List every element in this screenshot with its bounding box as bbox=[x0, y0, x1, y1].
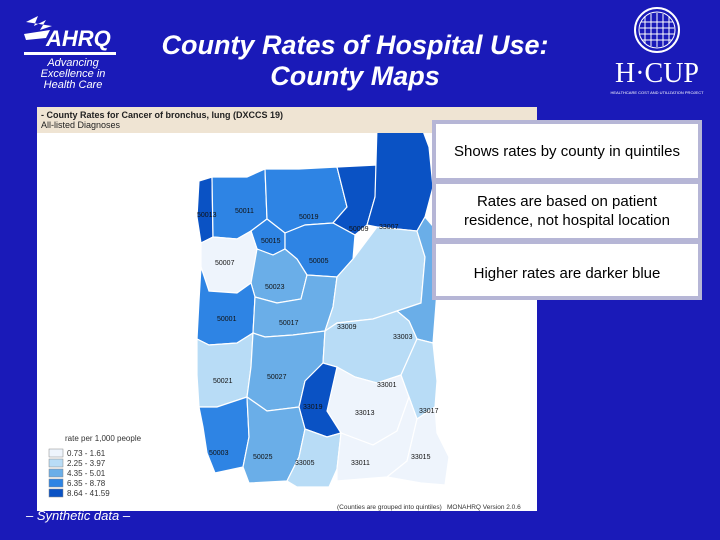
county-label-50001: 50001 bbox=[217, 316, 237, 323]
county-label-50019: 50019 bbox=[299, 214, 319, 221]
hcup-logo: H·CUP HEALTHCARE COST AND UTILIZATION PR… bbox=[598, 4, 716, 100]
county-label-50003: 50003 bbox=[209, 450, 229, 457]
county-label-50005: 50005 bbox=[309, 258, 329, 265]
county-label-50027: 50027 bbox=[267, 374, 287, 381]
callout-darker-blue: Higher rates are darker blue bbox=[432, 240, 702, 300]
legend-title: rate per 1,000 people bbox=[65, 434, 142, 443]
county-label-50023: 50023 bbox=[265, 284, 285, 291]
county-label-50007: 50007 bbox=[215, 260, 235, 267]
slide-title-line-1: County Rates of Hospital Use: bbox=[161, 30, 549, 60]
ahrq-tagline: Advancing Excellence in Health Care bbox=[14, 58, 132, 91]
hcup-subtitle: HEALTHCARE COST AND UTILIZATION PROJECT bbox=[610, 90, 704, 95]
legend-label: 8.64 - 41.59 bbox=[67, 489, 110, 498]
county-50021 bbox=[196, 331, 254, 408]
legend-swatch bbox=[48, 448, 64, 458]
synthetic-data-note: – Synthetic data – bbox=[26, 508, 131, 523]
callout-residence: Rates are based on patient residence, no… bbox=[432, 180, 702, 242]
hcup-seal-icon: H·CUP HEALTHCARE COST AND UTILIZATION PR… bbox=[610, 7, 704, 95]
county-label-33011: 33011 bbox=[351, 460, 370, 467]
map-header-title: - County Rates for Cancer of bronchus, l… bbox=[41, 110, 284, 120]
callout-residence-text: Rates are based on patient residence, no… bbox=[464, 193, 670, 229]
tagline-line-2: Excellence in bbox=[40, 68, 106, 80]
legend-label: 2.25 - 3.97 bbox=[67, 459, 106, 468]
ahrq-logo: AHRQ Advancing Excellence in Health Care bbox=[14, 10, 132, 96]
county-label-33005: 33005 bbox=[295, 460, 315, 467]
legend-label: 0.73 - 1.61 bbox=[67, 449, 106, 458]
county-label-33013: 33013 bbox=[355, 410, 375, 417]
county-label-50015: 50015 bbox=[261, 238, 281, 245]
ahrq-eagle-icon: AHRQ bbox=[24, 16, 116, 55]
legend-label: 6.35 - 8.78 bbox=[67, 479, 106, 488]
ahrq-wordmark: AHRQ bbox=[45, 26, 111, 51]
county-50013 bbox=[196, 176, 214, 244]
legend-swatch bbox=[48, 458, 64, 468]
map-footnote-quintiles: (Counties are grouped into quintiles) bbox=[337, 504, 442, 511]
map-header-subtitle: All-listed Diagnoses bbox=[41, 120, 121, 130]
tagline-line-1: Advancing bbox=[47, 57, 99, 69]
legend-label: 4.35 - 5.01 bbox=[67, 469, 106, 478]
legend-swatch bbox=[48, 468, 64, 478]
county-label-50017: 50017 bbox=[279, 320, 299, 327]
county-33015 bbox=[385, 405, 450, 486]
legend-swatch bbox=[48, 478, 64, 488]
hcup-wordmark: H·CUP bbox=[615, 58, 699, 89]
county-label-50021: 50021 bbox=[213, 378, 233, 385]
county-label-50013: 50013 bbox=[197, 212, 217, 219]
callout-quintiles: Shows rates by county in quintiles bbox=[432, 120, 702, 182]
callout-quintiles-text: Shows rates by county in quintiles bbox=[454, 142, 680, 160]
county-label-33009: 33009 bbox=[337, 324, 357, 331]
county-label-33017: 33017 bbox=[419, 408, 439, 415]
legend-swatch bbox=[48, 488, 64, 498]
county-label-50025: 50025 bbox=[253, 454, 273, 461]
map-footnote-version: MONAHRQ Version 2.0.6 bbox=[447, 504, 521, 511]
slide-title: County Rates of Hospital Use: County Map… bbox=[150, 30, 560, 92]
slide-title-line-2: County Maps bbox=[270, 61, 440, 91]
county-label-33003: 33003 bbox=[393, 334, 413, 341]
county-label-33015: 33015 bbox=[411, 454, 431, 461]
county-label-33007: 33007 bbox=[379, 224, 399, 231]
county-label-50011: 50011 bbox=[235, 208, 254, 215]
county-label-50009: 50009 bbox=[349, 226, 369, 233]
callout-darker-blue-text: Higher rates are darker blue bbox=[473, 265, 661, 282]
county-label-33019: 33019 bbox=[303, 404, 323, 411]
tagline-line-3: Health Care bbox=[43, 79, 103, 91]
county-label-33001: 33001 bbox=[377, 382, 397, 389]
